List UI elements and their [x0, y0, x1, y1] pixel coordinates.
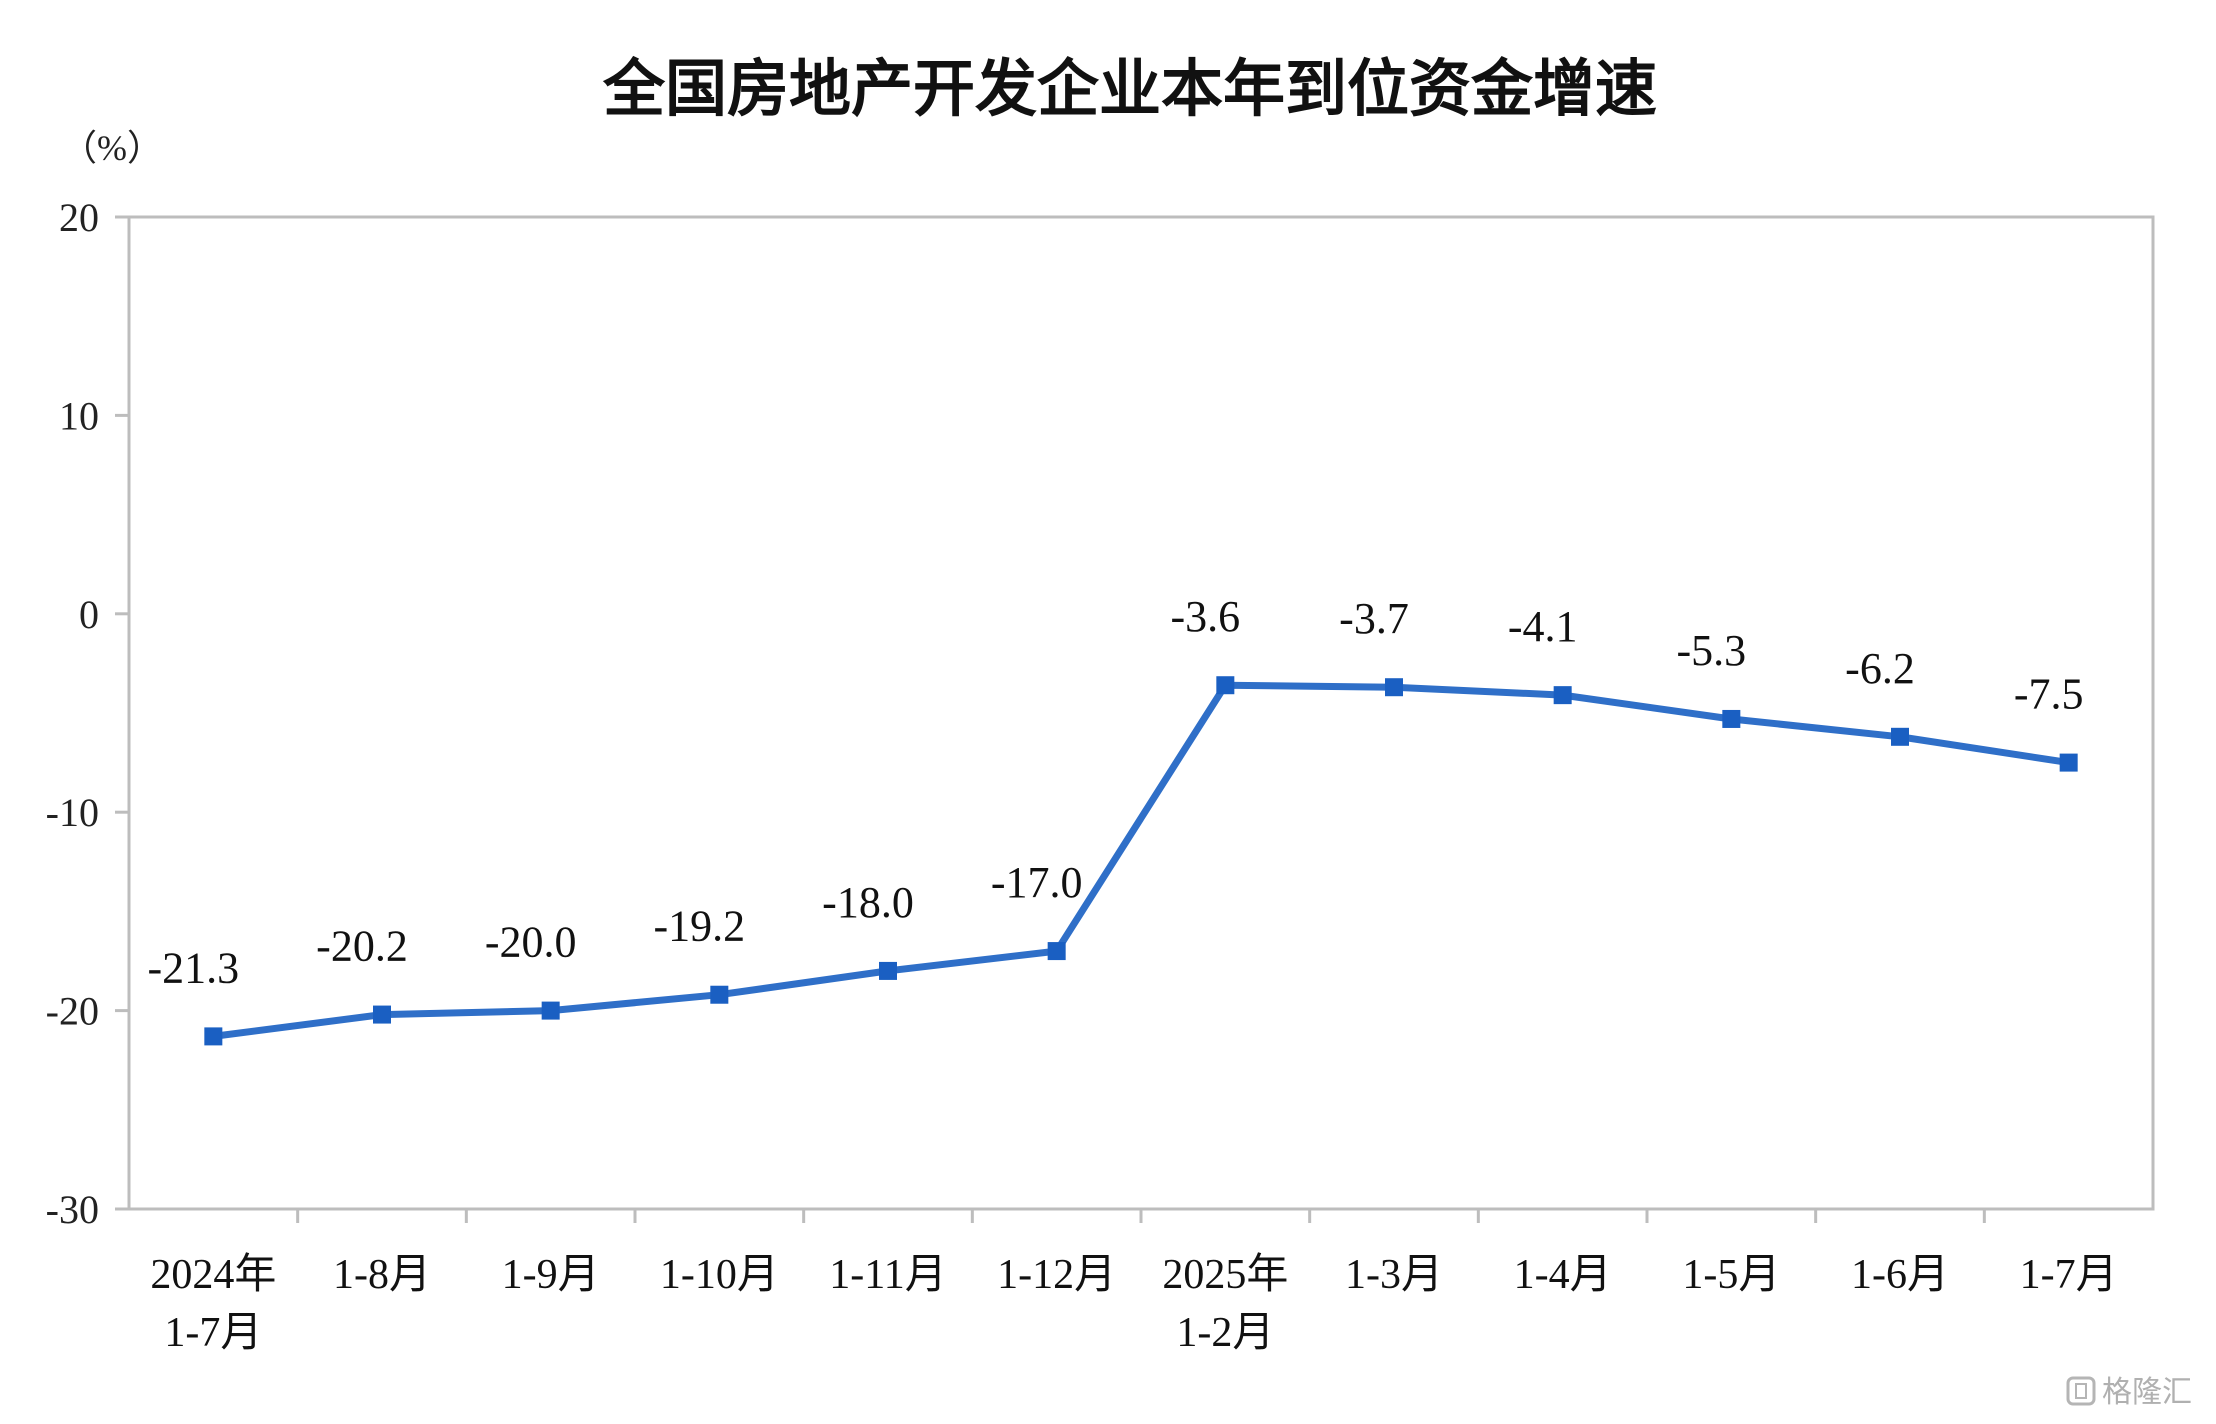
data-label: -7.5 [2014, 670, 2084, 719]
data-label: -5.3 [1677, 626, 1747, 675]
x-tick-label: 1-8月 [333, 1252, 431, 1298]
data-label: -20.0 [485, 918, 577, 967]
gelonghui-logo-mark [2075, 1383, 2087, 1399]
y-tick-label: 20 [59, 195, 99, 240]
data-label: -4.1 [1508, 602, 1578, 651]
data-point-marker [373, 1005, 391, 1024]
x-tick-label: 2024年 1-7月 [150, 1251, 276, 1356]
data-point-marker [1385, 678, 1403, 697]
data-point-marker [541, 1001, 560, 1020]
data-point-marker [1553, 686, 1572, 705]
data-label: -18.0 [822, 878, 914, 927]
data-label: -3.7 [1339, 594, 1409, 643]
y-tick-label: -20 [46, 989, 99, 1034]
y-tick-label: -10 [46, 790, 99, 835]
data-label: -3.6 [1171, 592, 1241, 641]
y-tick-label: 0 [79, 592, 99, 637]
x-tick-label: 2025年 1-2月 [1162, 1251, 1288, 1356]
x-tick-label: 1-11月 [829, 1252, 946, 1298]
x-tick-label: 1-9月 [502, 1252, 600, 1298]
data-label: -17.0 [991, 858, 1083, 907]
series-line [209, 681, 2073, 1040]
data-point-marker [1891, 727, 1909, 746]
data-point-marker [204, 1027, 223, 1046]
x-tick-label: 1-6月 [1851, 1252, 1949, 1298]
watermark-text: 格隆汇 [2102, 1375, 2192, 1410]
x-tick-label: 1-3月 [1345, 1252, 1443, 1298]
data-label: -19.2 [654, 902, 746, 951]
x-tick-label: 1-7月 [2020, 1252, 2118, 1298]
x-tick-label: 1-4月 [1514, 1252, 1612, 1298]
data-point-marker [1216, 676, 1235, 695]
y-tick-label: 10 [59, 393, 99, 438]
data-point-marker [710, 985, 729, 1004]
y-axis-unit-label: （%） [61, 128, 163, 168]
gelonghui-logo-icon [2066, 1376, 2096, 1406]
x-tick-label: 1-12月 [997, 1252, 1116, 1298]
data-point-marker [879, 961, 897, 980]
data-point-marker [1047, 942, 1066, 961]
chart-title: 全国房地产开发企业本年到位资金增速 [602, 52, 1657, 125]
watermark: 格隆汇 [2066, 1375, 2192, 1410]
y-tick-label: -30 [46, 1187, 99, 1232]
x-tick-label: 1-10月 [660, 1252, 779, 1298]
data-point-marker [1722, 709, 1741, 728]
x-tick-label: 1-5月 [1682, 1252, 1780, 1298]
data-label: -6.2 [1845, 644, 1915, 693]
data-label: -20.2 [316, 922, 408, 971]
data-label: -21.3 [148, 943, 240, 992]
data-point-marker [2059, 753, 2078, 772]
